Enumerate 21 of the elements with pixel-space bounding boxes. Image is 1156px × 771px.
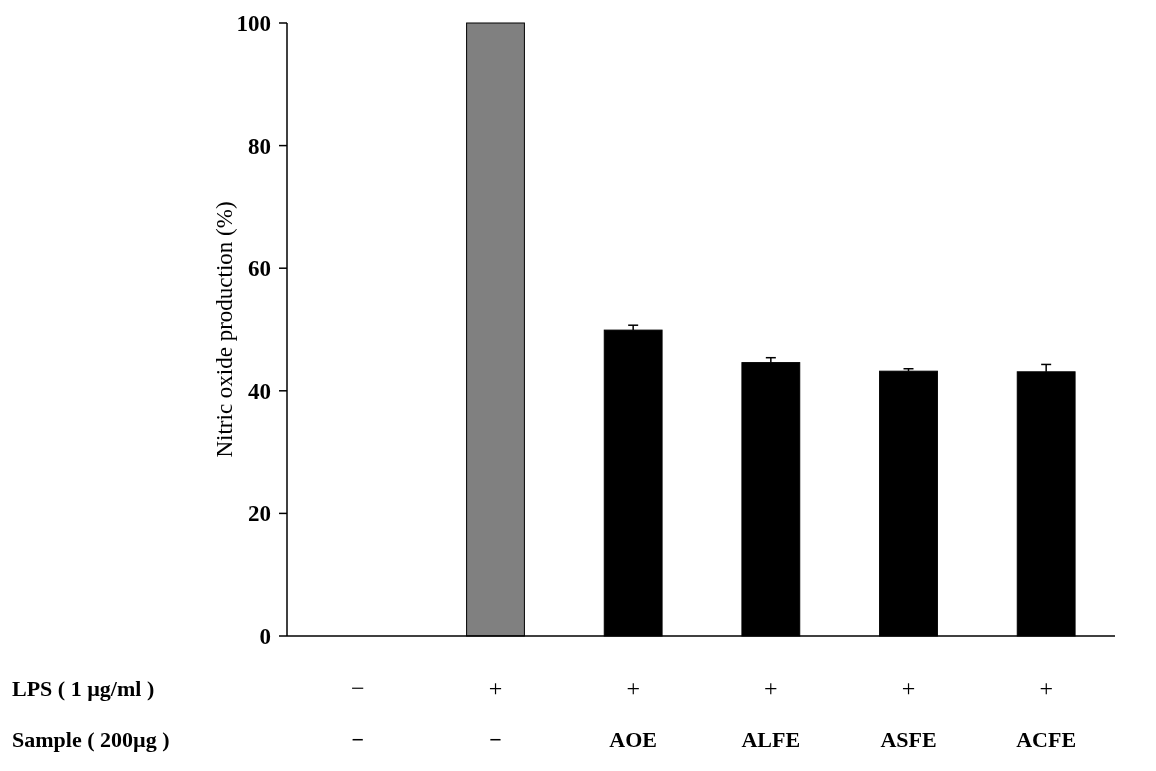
x-tick-label: ASFE: [880, 726, 937, 752]
x-tick-label: ALFE: [741, 726, 801, 752]
y-tick-label: 0: [259, 624, 271, 650]
text: Sample ( 200µg ): [12, 726, 170, 752]
y-tick-label: 20: [248, 501, 271, 527]
y-axis-title: Nitric oxide production (%): [212, 201, 237, 458]
x-tick-label: ACFE: [1016, 726, 1077, 752]
y-tick-label: 100: [236, 11, 271, 37]
x-tick-label: AOE: [609, 726, 658, 752]
y-tick-label: 80: [248, 133, 271, 159]
text: −: [351, 675, 365, 702]
text: +: [488, 675, 503, 702]
text: LPS ( 1 µg/ml ): [12, 675, 155, 701]
text: +: [901, 675, 916, 702]
text: +: [1039, 675, 1053, 702]
x-tick-label: −: [489, 726, 502, 752]
text: +: [626, 675, 640, 702]
y-tick-label: 40: [248, 378, 271, 404]
y-tick-label: 60: [248, 256, 271, 282]
x-tick-label: −: [351, 726, 365, 752]
text: +: [764, 675, 778, 702]
